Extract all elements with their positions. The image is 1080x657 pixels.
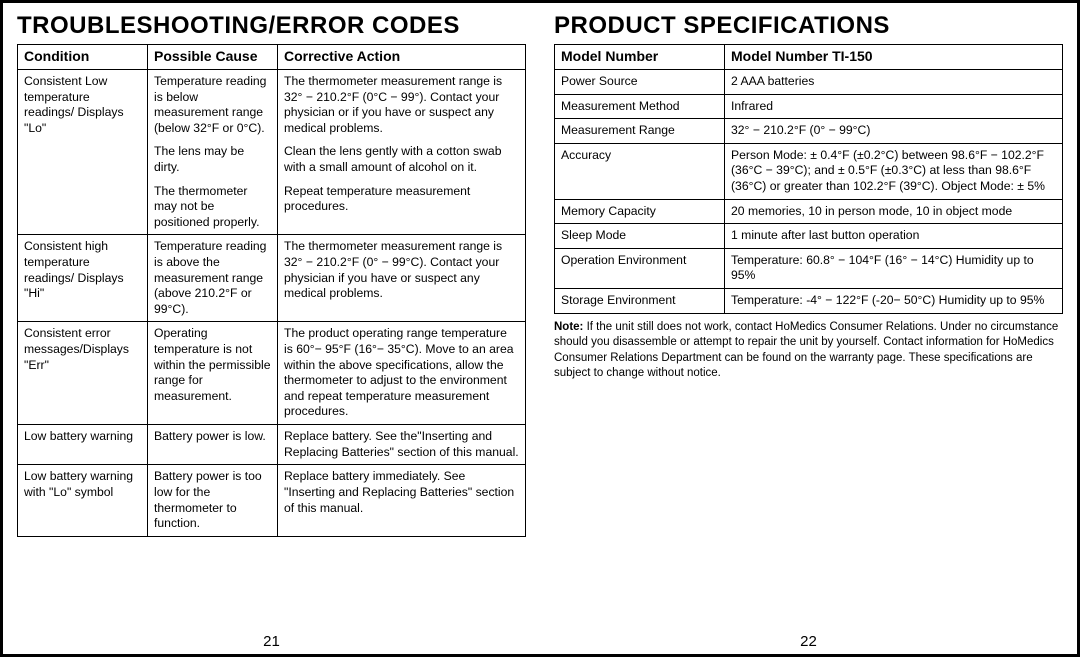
spec-name: Sleep Mode <box>555 224 725 249</box>
cell-cause: Temperature reading is above the measure… <box>148 235 278 322</box>
spec-value: Temperature: 60.8° − 104°F (16° − 14°C) … <box>725 248 1063 288</box>
spec-name: Power Source <box>555 69 725 94</box>
table-row: Consistent Low temperature readings/ Dis… <box>18 69 526 234</box>
table-row: Sleep Mode1 minute after last button ope… <box>555 224 1063 249</box>
table-row: AccuracyPerson Mode: ± 0.4°F (±0.2°C) be… <box>555 143 1063 199</box>
spec-value: Infrared <box>725 94 1063 119</box>
table-header-row: Model Number Model Number TI-150 <box>555 45 1063 70</box>
page-wrap: TROUBLESHOOTING/ERROR CODES Condition Po… <box>0 0 1080 657</box>
th-condition: Condition <box>18 45 148 70</box>
action-block: Repeat temperature measurement procedure… <box>284 184 519 215</box>
th-spec-value: Model Number TI-150 <box>725 45 1063 70</box>
cell-condition: Consistent Low temperature readings/ Dis… <box>18 69 148 234</box>
table-row: Measurement MethodInfrared <box>555 94 1063 119</box>
left-column: TROUBLESHOOTING/ERROR CODES Condition Po… <box>3 3 540 654</box>
cause-block: The thermometer may not be positioned pr… <box>154 184 271 231</box>
cell-action: The thermometer measurement range is 32°… <box>278 69 526 234</box>
troubleshooting-heading: TROUBLESHOOTING/ERROR CODES <box>17 12 526 40</box>
troubleshooting-table: Condition Possible Cause Corrective Acti… <box>17 44 526 537</box>
cell-condition: Consistent error messages/Displays "Err" <box>18 322 148 425</box>
spec-name: Accuracy <box>555 143 725 199</box>
spec-value: Temperature: -4° − 122°F (-20− 50°C) Hum… <box>725 289 1063 314</box>
spec-value: 1 minute after last button operation <box>725 224 1063 249</box>
specs-heading: PRODUCT SPECIFICATIONS <box>554 12 1063 40</box>
table-row: Memory Capacity20 memories, 10 in person… <box>555 199 1063 224</box>
page-number-left: 21 <box>17 629 526 650</box>
cell-action: The product operating range temperature … <box>278 322 526 425</box>
table-row: Low battery warning with "Lo" symbol Bat… <box>18 465 526 536</box>
th-action: Corrective Action <box>278 45 526 70</box>
action-block: Clean the lens gently with a cotton swab… <box>284 144 519 175</box>
spec-value: 2 AAA batteries <box>725 69 1063 94</box>
table-row: Operation EnvironmentTemperature: 60.8° … <box>555 248 1063 288</box>
cell-action: Replace battery immediately. See "Insert… <box>278 465 526 536</box>
cell-condition: Low battery warning with "Lo" symbol <box>18 465 148 536</box>
cell-condition: Consistent high temperature readings/ Di… <box>18 235 148 322</box>
cell-action: Replace battery. See the"Inserting and R… <box>278 425 526 465</box>
cell-cause: Temperature reading is below measurement… <box>148 69 278 234</box>
spec-value: Person Mode: ± 0.4°F (±0.2°C) between 98… <box>725 143 1063 199</box>
table-row: Storage EnvironmentTemperature: -4° − 12… <box>555 289 1063 314</box>
table-row: Consistent high temperature readings/ Di… <box>18 235 526 322</box>
spec-name: Storage Environment <box>555 289 725 314</box>
spec-table: Model Number Model Number TI-150 Power S… <box>554 44 1063 314</box>
spec-name: Operation Environment <box>555 248 725 288</box>
table-header-row: Condition Possible Cause Corrective Acti… <box>18 45 526 70</box>
cell-cause: Operating temperature is not within the … <box>148 322 278 425</box>
spec-name: Measurement Method <box>555 94 725 119</box>
th-spec-name: Model Number <box>555 45 725 70</box>
page-number-right: 22 <box>554 629 1063 650</box>
cause-block: Temperature reading is below measurement… <box>154 74 271 136</box>
table-row: Low battery warning Battery power is low… <box>18 425 526 465</box>
spec-value: 20 memories, 10 in person mode, 10 in ob… <box>725 199 1063 224</box>
table-row: Measurement Range32° − 210.2°F (0° − 99°… <box>555 119 1063 144</box>
right-column: PRODUCT SPECIFICATIONS Model Number Mode… <box>540 3 1077 654</box>
spec-note: Note: If the unit still does not work, c… <box>554 320 1063 382</box>
action-block: The thermometer measurement range is 32°… <box>284 74 519 136</box>
spec-name: Memory Capacity <box>555 199 725 224</box>
note-label: Note: <box>554 321 583 333</box>
table-row: Consistent error messages/Displays "Err"… <box>18 322 526 425</box>
th-cause: Possible Cause <box>148 45 278 70</box>
cell-condition: Low battery warning <box>18 425 148 465</box>
spec-value: 32° − 210.2°F (0° − 99°C) <box>725 119 1063 144</box>
cell-cause: Battery power is too low for the thermom… <box>148 465 278 536</box>
cause-block: The lens may be dirty. <box>154 144 271 175</box>
note-text: If the unit still does not work, contact… <box>554 321 1058 380</box>
cell-cause: Battery power is low. <box>148 425 278 465</box>
table-row: Power Source2 AAA batteries <box>555 69 1063 94</box>
spec-name: Measurement Range <box>555 119 725 144</box>
cell-action: The thermometer measurement range is 32°… <box>278 235 526 322</box>
